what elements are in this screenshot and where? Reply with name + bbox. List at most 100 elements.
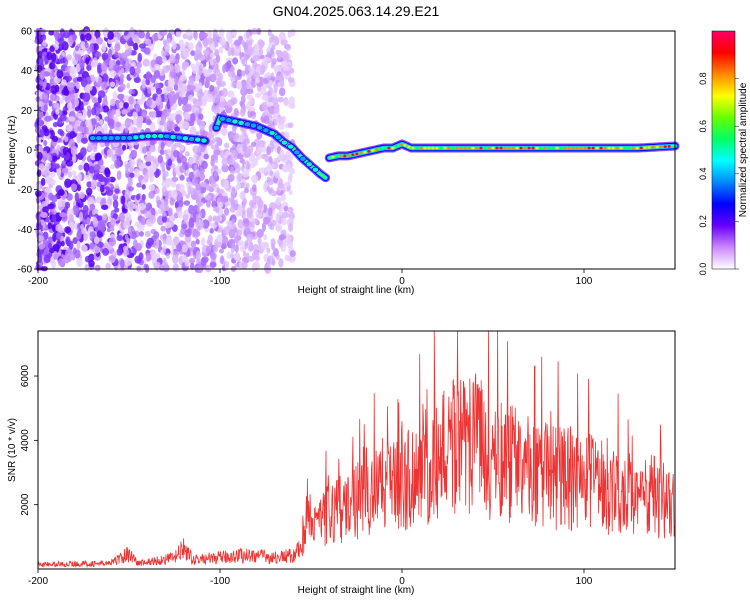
heatmap-cell (188, 42, 194, 51)
heatmap-cell (197, 40, 201, 47)
heatmap-cell (246, 138, 250, 145)
heatmap-cell (114, 188, 120, 194)
heatmap-cell (269, 214, 273, 221)
heatmap-cell (124, 35, 129, 42)
heatmap-cell (44, 175, 53, 185)
heatmap-cell (48, 100, 53, 107)
heatmap-cell (280, 193, 286, 202)
heatmap-cell (278, 87, 286, 97)
heatmap-cell (85, 84, 93, 92)
heatmap-cell (156, 199, 162, 206)
heatmap-cell (198, 108, 202, 115)
heatmap-hot-cell (415, 146, 419, 150)
heatmap-cell (72, 205, 80, 216)
heatmap-cell (136, 182, 142, 188)
heatmap-cell (132, 134, 140, 141)
heatmap-cell (87, 108, 92, 118)
heatmap-cell (184, 228, 192, 238)
spectrogram-y-ticks: -60 -40 -20 0 20 40 60 (18, 27, 38, 276)
heatmap-cell (133, 77, 141, 84)
heatmap-cell (150, 122, 156, 132)
heatmap-cell (114, 43, 121, 52)
heatmap-cell (52, 155, 58, 162)
heatmap-cell (277, 96, 285, 103)
heatmap-cell (85, 174, 92, 180)
snr-plot-area (38, 331, 675, 569)
heatmap-hot-cell (335, 154, 339, 158)
heatmap-cell (85, 33, 92, 41)
heatmap-hot-cell (567, 146, 571, 150)
heatmap-cell (76, 240, 81, 250)
heatmap-cell (266, 176, 271, 183)
heatmap-cell (235, 230, 239, 237)
heatmap-cell (80, 77, 88, 88)
heatmap-cell (40, 177, 46, 186)
heatmap-cell (231, 99, 235, 106)
heatmap-cell (277, 183, 285, 189)
heatmap-cell (125, 249, 130, 256)
heatmap-cell (231, 198, 235, 205)
heatmap-cell (178, 152, 183, 158)
heatmap-cell (169, 197, 175, 206)
heatmap-cell (43, 139, 48, 147)
heatmap-cell (51, 224, 56, 232)
heatmap-cell (195, 171, 200, 178)
heatmap-cell (138, 231, 145, 237)
heatmap-cell (270, 33, 275, 40)
heatmap-cell (162, 238, 167, 245)
heatmap-cell (102, 73, 109, 84)
heatmap-cell (220, 255, 225, 265)
heatmap-cell (194, 76, 200, 82)
heatmap-cell (118, 101, 124, 109)
heatmap-cell (126, 135, 134, 142)
heatmap-cell (161, 161, 166, 168)
heatmap-cell (273, 83, 278, 93)
heatmap-hot-cell (519, 146, 523, 150)
heatmap-cell (112, 199, 119, 209)
heatmap-cell (209, 227, 215, 234)
heatmap-hot-cell (555, 146, 559, 150)
heatmap-cell (64, 178, 72, 189)
heatmap-hot-cell (475, 146, 479, 150)
heatmap-cell (107, 135, 115, 142)
heatmap-cell (136, 158, 142, 166)
heatmap-cell (90, 182, 96, 191)
heatmap-cell (150, 162, 157, 173)
heatmap-cell (145, 38, 152, 45)
heatmap-cell (199, 220, 204, 229)
heatmap-cell (209, 252, 217, 261)
heatmap-cell (171, 254, 179, 264)
heatmap-cell (107, 48, 113, 58)
heatmap-cell (166, 64, 170, 71)
spectrogram-ridge (88, 113, 680, 183)
heatmap-hot-cell (619, 146, 623, 150)
heatmap-cell (92, 246, 101, 254)
heatmap-hot-cell (635, 146, 639, 150)
heatmap-cell (243, 46, 248, 53)
heatmap-cell (230, 228, 235, 235)
heatmap-cell (217, 201, 224, 208)
heatmap-cell (268, 207, 273, 217)
heatmap-cell (66, 193, 73, 201)
heatmap-cell (85, 57, 90, 65)
heatmap-hot-cell (611, 146, 615, 150)
heatmap-cell (101, 204, 109, 210)
x-tick-label: 100 (576, 576, 593, 587)
heatmap-cell (178, 183, 185, 193)
heatmap-cell (147, 155, 155, 162)
heatmap-cell (144, 210, 152, 219)
heatmap-cell (223, 179, 229, 190)
heatmap-cell (258, 139, 265, 148)
heatmap-cell (37, 145, 43, 154)
heatmap-cell (153, 70, 161, 79)
heatmap-cell (91, 97, 98, 104)
heatmap-cell (114, 207, 120, 213)
heatmap-cell (101, 135, 109, 142)
heatmap-cell (150, 133, 159, 140)
heatmap-cell (201, 97, 208, 105)
heatmap-hot-cell (559, 146, 563, 150)
heatmap-cell (181, 83, 187, 94)
heatmap-cell (51, 259, 56, 270)
heatmap-cell (92, 217, 99, 228)
heatmap-cell (280, 39, 288, 46)
